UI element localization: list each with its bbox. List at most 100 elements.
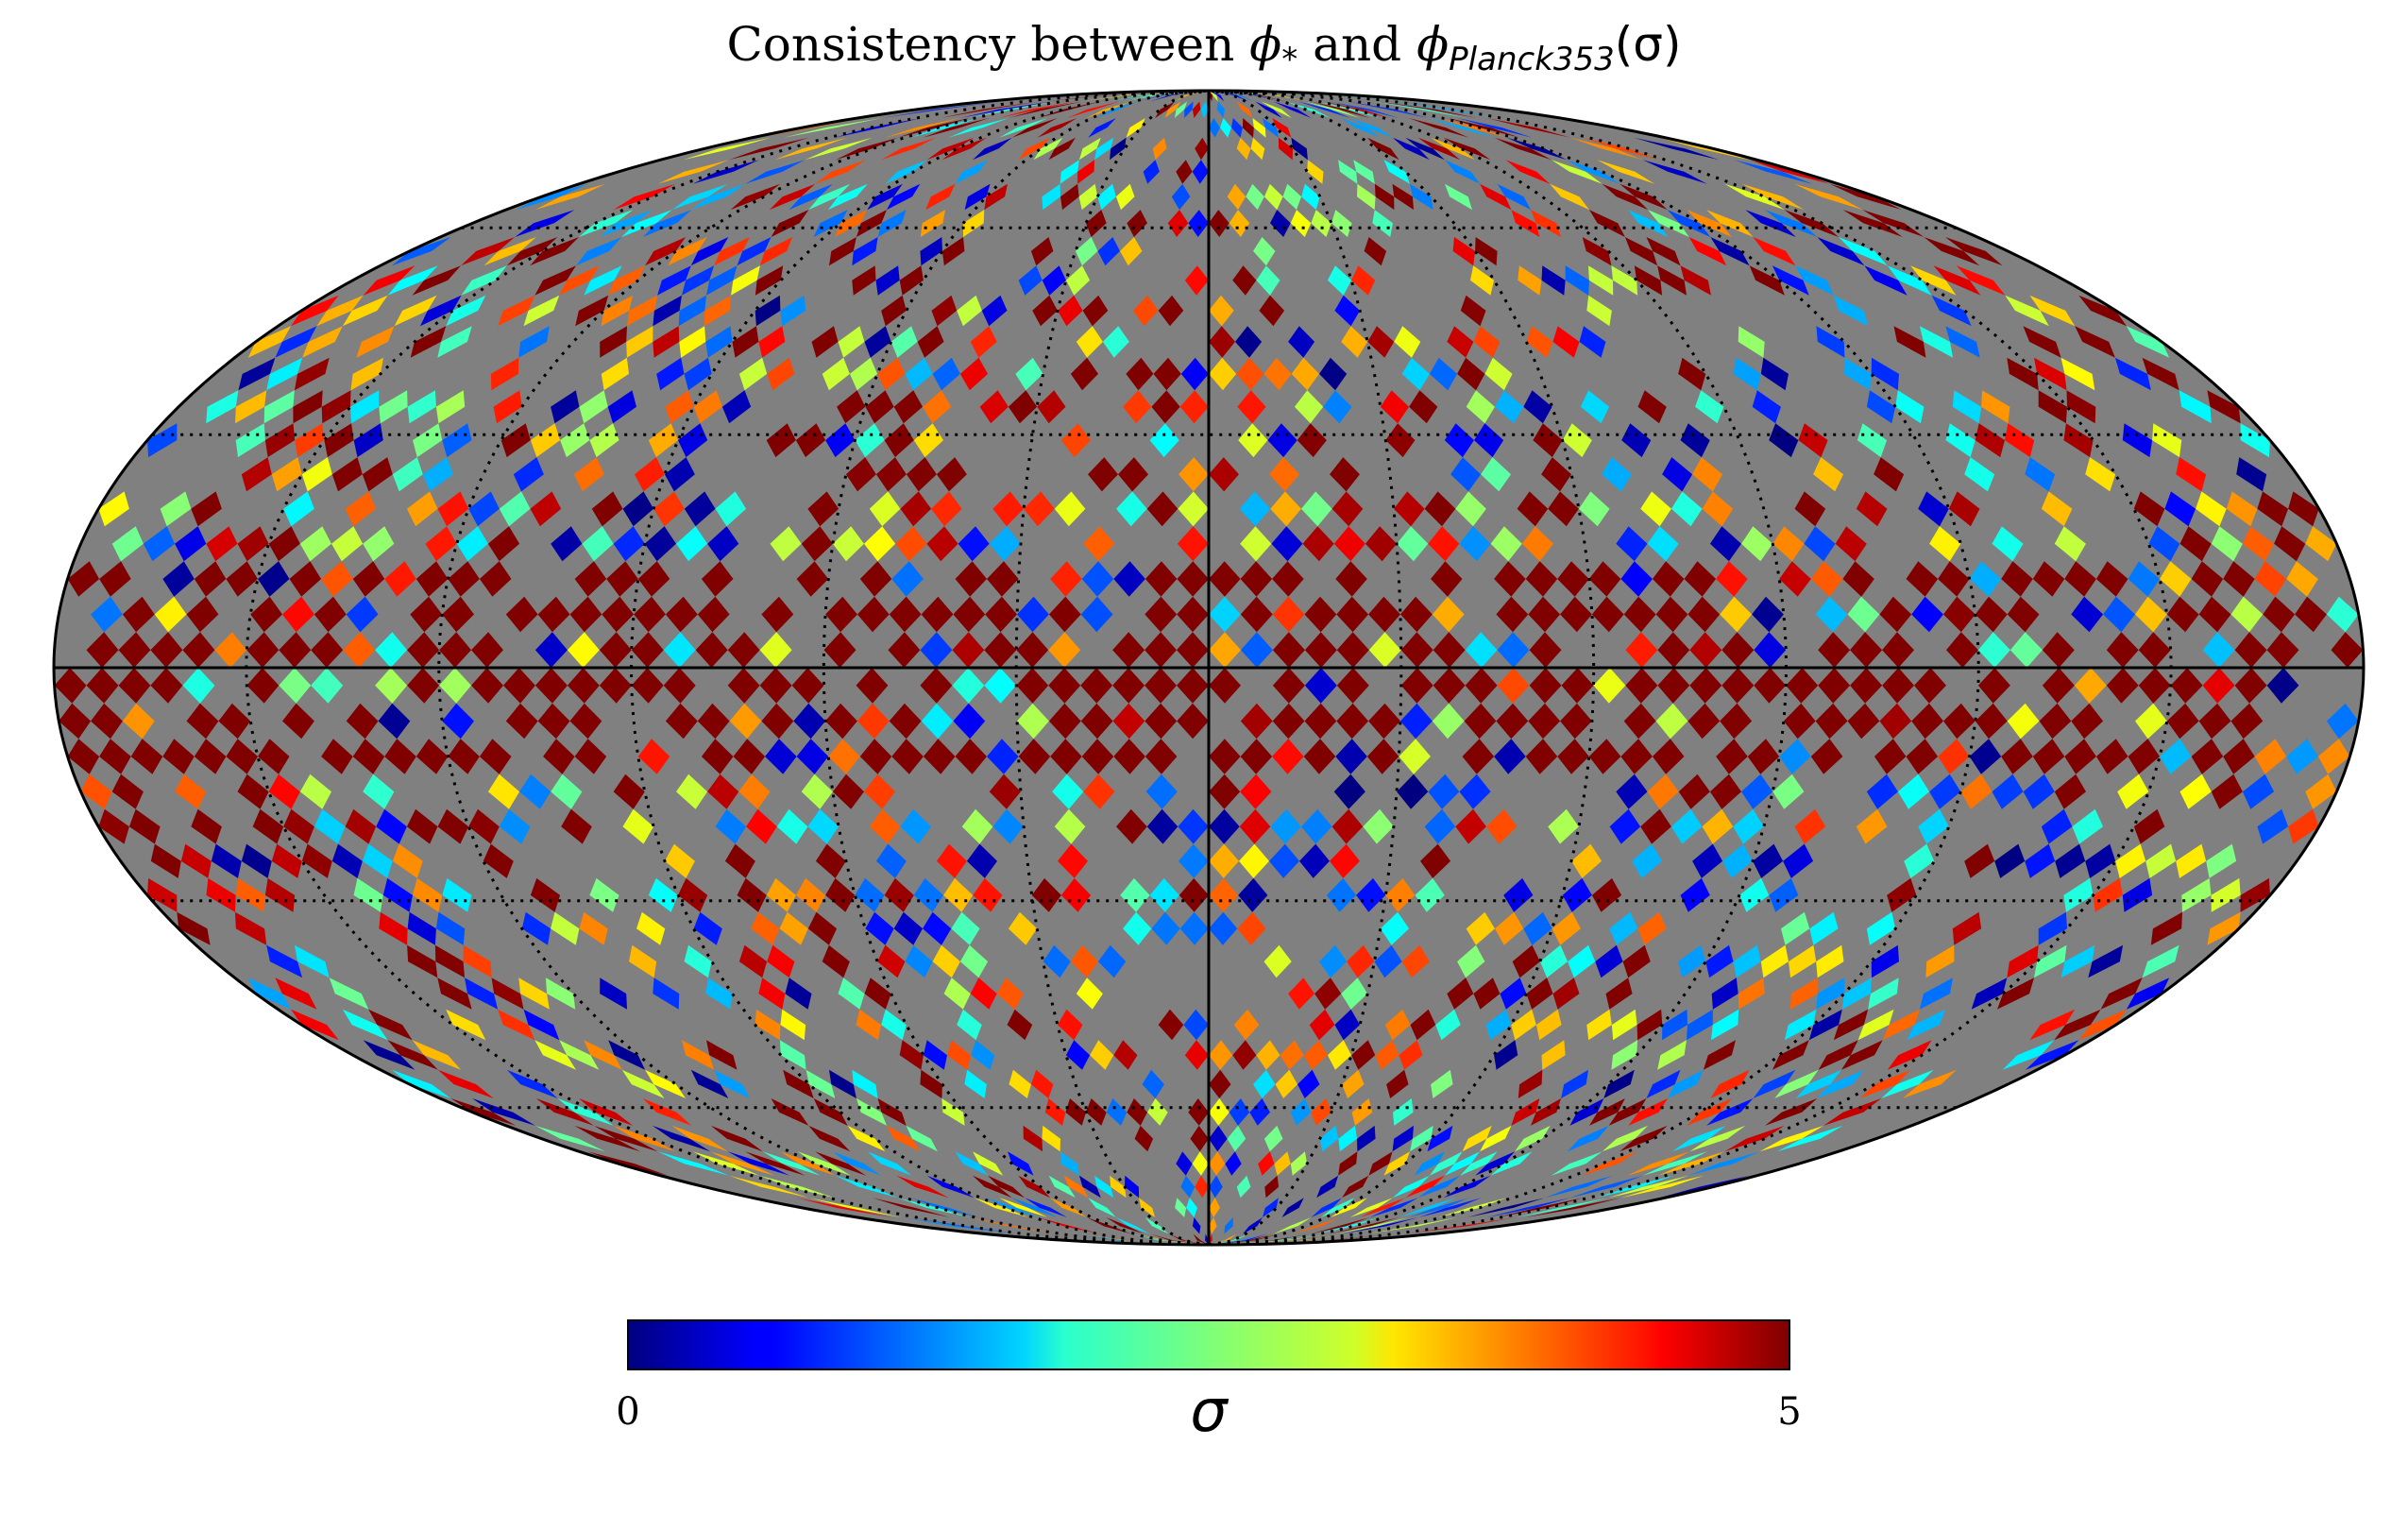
- sky-pixel: [1255, 101, 1282, 118]
- sky-pixel: [1115, 183, 1135, 211]
- sky-pixel: [1048, 668, 1081, 704]
- sky-pixel: [1790, 978, 1818, 1010]
- sky-pixel: [67, 561, 100, 597]
- sky-pixel: [2230, 596, 2264, 633]
- sky-pixel: [1065, 265, 1091, 296]
- sky-pixel: [2085, 457, 2116, 492]
- sky-pixel: [600, 978, 627, 1010]
- sky-pixel: [1621, 423, 1652, 458]
- sky-pixel: [1290, 1098, 1312, 1126]
- sky-pixel: [1706, 210, 1754, 237]
- sky-pixel: [1817, 237, 1865, 266]
- sky-pixel: [697, 703, 730, 740]
- sky-pixel: [785, 978, 812, 1010]
- sky-pixel: [1866, 774, 1898, 809]
- sky-pixel: [1007, 1009, 1033, 1041]
- sky-pixel: [637, 561, 670, 597]
- sky-pixel: [2207, 390, 2241, 424]
- sky-pixel: [1562, 423, 1592, 458]
- sky-pixel: [1272, 632, 1305, 668]
- sky-pixel: [1360, 1198, 1406, 1217]
- sky-pixel: [407, 632, 440, 668]
- sky-pixel: [877, 944, 906, 978]
- sky-pixel: [1192, 160, 1209, 184]
- sky-pixel: [1473, 326, 1501, 358]
- sky-pixel: [1623, 596, 1656, 633]
- sky-pixel: [955, 1151, 989, 1176]
- sky-pixel: [931, 295, 958, 327]
- sky-pixel: [613, 183, 676, 211]
- sky-pixel: [1981, 390, 2010, 424]
- sky-pixel: [2266, 632, 2299, 668]
- sky-pixel: [1595, 944, 1623, 978]
- sky-pixel: [1060, 423, 1092, 458]
- sky-pixel: [1048, 632, 1081, 668]
- sky-pixel: [1153, 357, 1181, 391]
- colorbar-tick-max: 5: [1777, 1390, 1801, 1434]
- sky-pixel: [941, 137, 987, 161]
- sky-pixel: [1016, 632, 1049, 668]
- sky-pixel: [1263, 357, 1292, 391]
- sky-pixel: [2034, 357, 2067, 391]
- sky-pixel: [676, 774, 708, 809]
- sky-pixel: [1497, 632, 1530, 668]
- sky-pixel: [589, 877, 619, 912]
- sky-pixel: [1702, 808, 1734, 844]
- sky-pixel: [1816, 978, 1845, 1010]
- sky-pixel: [1076, 978, 1103, 1010]
- sky-pixel: [973, 877, 1003, 912]
- sky-pixel: [855, 423, 885, 458]
- sky-pixel: [599, 668, 632, 704]
- sky-pixel: [992, 491, 1024, 527]
- sky-pixel: [1063, 1175, 1089, 1198]
- sky-pixel: [1495, 911, 1524, 945]
- sky-pixel: [1702, 491, 1734, 527]
- sky-pixel: [1409, 390, 1438, 424]
- sky-pixel: [1833, 1009, 1869, 1041]
- sky-pixel: [1711, 1009, 1739, 1041]
- sky-pixel: [1445, 160, 1481, 184]
- sky-pixel: [631, 668, 664, 704]
- sky-pixel: [856, 1098, 887, 1126]
- sky-pixel: [1640, 491, 1671, 527]
- sky-pixel: [1709, 526, 1741, 562]
- sky-pixel: [648, 877, 678, 912]
- sky-pixel: [1459, 526, 1491, 562]
- sky-pixel: [1924, 237, 1980, 266]
- sky-pixel: [282, 596, 314, 633]
- sky-pixel: [1367, 137, 1399, 161]
- sky-pixel: [665, 703, 698, 740]
- sky-pixel: [1467, 1198, 1546, 1217]
- sky-pixel: [683, 137, 772, 161]
- sky-pixel: [2093, 877, 2123, 912]
- sky-pixel: [518, 978, 550, 1010]
- sky-pixel: [1229, 210, 1250, 237]
- sky-pixel: [828, 739, 860, 774]
- sky-pixel: [905, 944, 933, 978]
- sky-pixel: [1192, 101, 1201, 118]
- sky-pixel: [755, 265, 784, 296]
- sky-pixel: [258, 739, 290, 774]
- sky-pixel: [771, 1098, 809, 1126]
- sky-pixel: [122, 703, 155, 740]
- sky-pixel: [1351, 265, 1376, 296]
- sky-pixel: [2042, 632, 2075, 668]
- sky-pixel: [1486, 118, 1570, 138]
- sky-pixel: [483, 843, 514, 878]
- sky-pixel: [1417, 1175, 1461, 1198]
- sky-pixel: [1526, 326, 1553, 358]
- sky-pixel: [1209, 668, 1241, 704]
- sky-pixel: [1298, 101, 1350, 118]
- sky-pixel: [1188, 210, 1209, 237]
- sky-pixel: [1336, 703, 1369, 740]
- sky-pixel: [1209, 1151, 1226, 1176]
- sky-pixel: [1200, 101, 1209, 118]
- sky-pixel: [2072, 808, 2104, 844]
- sky-pixel: [738, 774, 771, 809]
- sky-pixel: [1881, 1069, 1934, 1098]
- sky-pixel: [852, 265, 876, 296]
- sky-pixel: [697, 596, 730, 633]
- sky-pixel: [2211, 774, 2243, 809]
- sky-pixel: [1042, 183, 1060, 211]
- sky-pixel: [2060, 357, 2095, 391]
